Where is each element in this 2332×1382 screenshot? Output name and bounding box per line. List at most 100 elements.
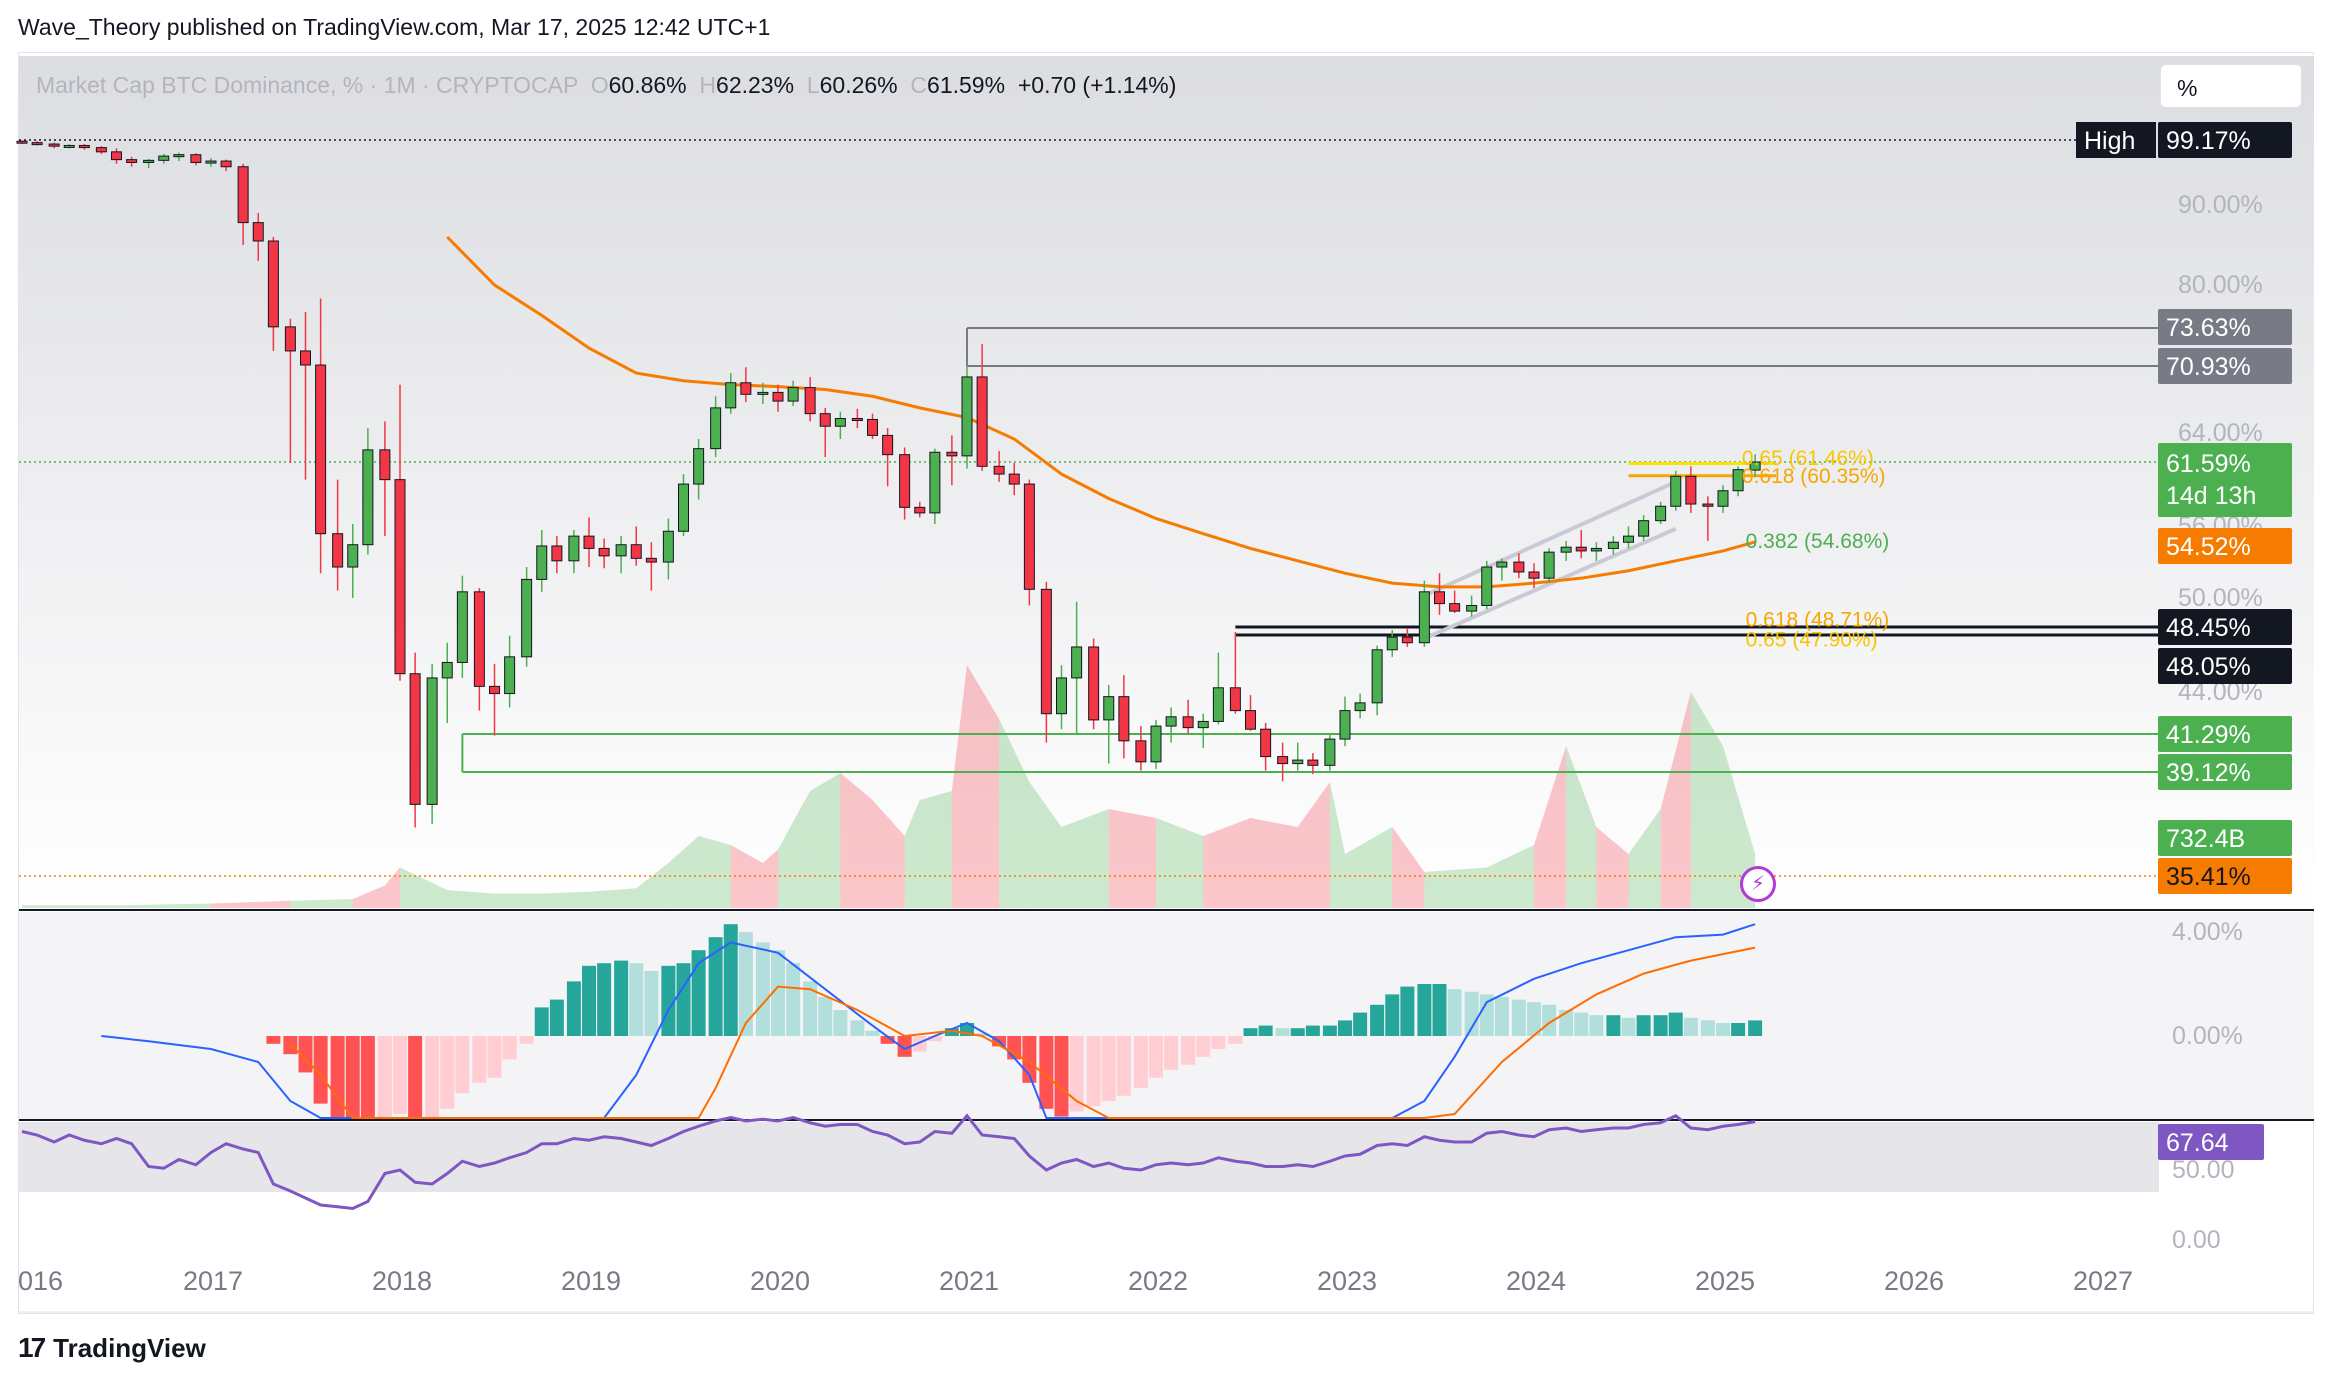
level-badge-3541-bg — [2158, 858, 2292, 894]
fib-label: 0.618 (60.35%) — [1742, 465, 1886, 488]
candle-body — [1685, 475, 1697, 505]
candle-body — [834, 417, 846, 427]
candle-body — [143, 159, 155, 163]
unit-selector[interactable]: % — [2160, 64, 2302, 108]
candle-body — [220, 160, 232, 168]
candle-body — [1292, 759, 1304, 765]
macd-histogram-bar — [912, 1036, 927, 1052]
macd-signal-line — [289, 946, 1756, 1119]
candle-body — [1732, 469, 1744, 492]
candle-body — [1590, 547, 1602, 552]
time-axis-tick: 2026 — [1884, 1266, 1944, 1296]
macd-histogram-bar — [1275, 1028, 1290, 1036]
macd-histogram-bar — [1700, 1020, 1715, 1036]
macd-histogram-bar — [1086, 1036, 1101, 1107]
macd-histogram-bar — [803, 981, 818, 1036]
volume-area-segment — [352, 885, 385, 908]
rsi-axis-tick: 50.00 — [2172, 1156, 2235, 1184]
candle-body — [205, 160, 217, 164]
candle-body — [1466, 604, 1478, 612]
macd-histogram-bar — [1464, 991, 1479, 1036]
macd-histogram-bar — [1258, 1025, 1273, 1036]
time-axis-tick: 2025 — [1695, 1266, 1755, 1296]
macd-histogram-bar — [1668, 1012, 1683, 1036]
symbol-name: Market Cap BTC Dominance, % · 1M · CRYPT… — [36, 72, 578, 98]
macd-histogram-bar — [313, 1036, 328, 1104]
low-label: L — [806, 72, 820, 98]
macd-histogram-bar — [549, 999, 564, 1036]
candle-body — [173, 154, 185, 158]
volume-area-segment — [541, 891, 589, 908]
candle-body — [615, 544, 627, 557]
macd-histogram-bar — [360, 1036, 375, 1118]
candle-body — [1354, 702, 1366, 712]
macd-histogram-bar — [1731, 1023, 1746, 1036]
volume-area-segment — [999, 719, 1030, 908]
macd-histogram-bar — [1683, 1017, 1698, 1036]
macd-histogram-bar — [927, 1036, 942, 1042]
macd-histogram-bar — [1101, 1036, 1116, 1101]
high-value: 62.23% — [716, 72, 795, 98]
high-label: H — [699, 72, 717, 98]
candle-body — [568, 535, 580, 562]
ma-value-badge: 54.52% — [2166, 533, 2251, 561]
level-badge-high: 99.17% — [2166, 127, 2251, 155]
macd-histogram-bar — [691, 950, 706, 1036]
symbol-legend: Market Cap BTC Dominance, % · 1M · CRYPT… — [36, 72, 1176, 99]
candle-body — [993, 465, 1005, 475]
candle-body — [1575, 546, 1587, 552]
volume-area-segment — [1156, 818, 1204, 908]
candle-body — [95, 147, 107, 153]
candle-body — [1702, 503, 1714, 507]
candle-body — [1056, 677, 1067, 715]
time-axis-tick: 2024 — [1506, 1266, 1566, 1296]
macd-histogram-bar — [1133, 1036, 1148, 1088]
macd-histogram-bar — [1542, 1004, 1557, 1036]
volume-area-segment — [1628, 809, 1661, 908]
candle-body — [48, 143, 60, 147]
macd-histogram-bar — [1353, 1012, 1368, 1036]
price-axis-tick: 80.00% — [2178, 271, 2263, 299]
volume-area-segment — [1596, 827, 1629, 908]
candle-body — [1212, 687, 1224, 722]
close-value: 61.59% — [927, 72, 1006, 98]
candle-body — [1386, 636, 1398, 651]
volume-area-segment — [1329, 782, 1345, 908]
level-badge-3541: 35.41% — [2166, 863, 2251, 891]
candle-body — [1481, 566, 1493, 606]
candle-body — [473, 591, 485, 687]
macd-histogram-bar — [502, 1036, 517, 1060]
candle-body — [757, 391, 769, 395]
candle-body — [710, 407, 722, 450]
time-axis-tick: 2022 — [1128, 1266, 1188, 1296]
candle-body — [1023, 483, 1035, 590]
candle-body — [946, 451, 958, 457]
candle-body — [347, 544, 359, 568]
candle-body — [1449, 603, 1461, 612]
rsi-value-badge-bg — [2158, 1124, 2264, 1160]
macd-histogram-bar — [771, 950, 785, 1036]
volume-area-segment — [636, 863, 669, 908]
candle-body — [409, 673, 421, 805]
current-price-badge-bg — [2158, 443, 2292, 517]
candle-body — [456, 591, 468, 663]
macd-histogram-bar — [880, 1036, 895, 1044]
candle-body — [504, 656, 516, 695]
rsi-value-badge: 67.64 — [2166, 1129, 2229, 1157]
candle-body — [521, 578, 533, 658]
macd-histogram-bar — [897, 1036, 912, 1057]
macd-histogram-bar — [597, 963, 612, 1036]
candle-body — [1339, 710, 1351, 740]
time-axis-tick: 2027 — [2073, 1266, 2133, 1296]
candle-body — [1088, 646, 1100, 721]
macd-histogram-bar — [723, 924, 738, 1036]
macd-histogram-bar — [1606, 1015, 1621, 1036]
macd-histogram-bar — [1636, 1015, 1651, 1036]
macd-histogram-bar — [1370, 1004, 1385, 1036]
volume-area-segment — [1690, 692, 1723, 908]
lightning-icon[interactable]: ⚡ — [1740, 866, 1776, 902]
candle-body — [598, 547, 610, 557]
candle-body — [929, 451, 941, 514]
macd-histogram-bar — [1432, 984, 1447, 1036]
